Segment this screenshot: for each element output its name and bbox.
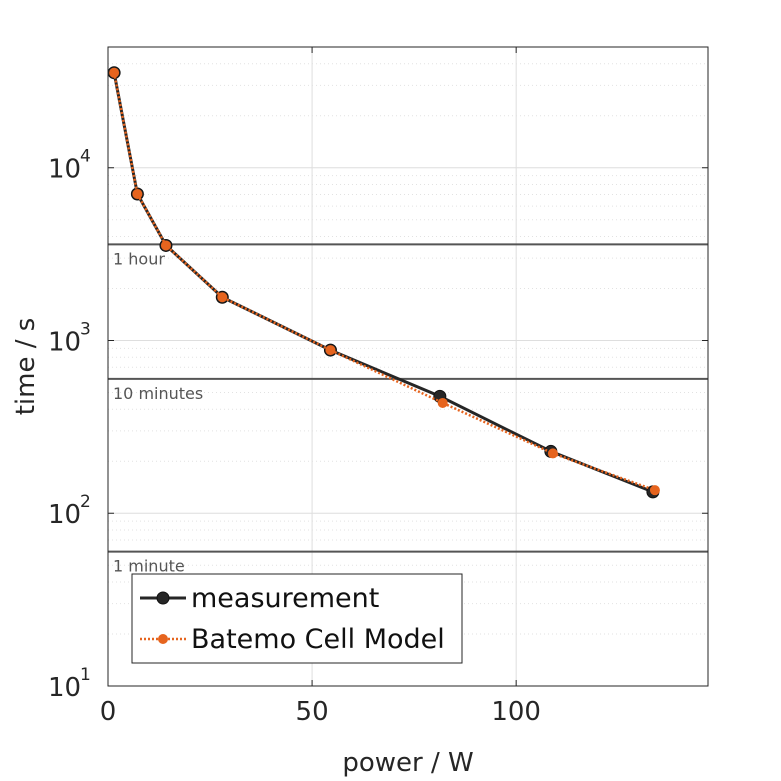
data-point-1-6 [547,448,558,459]
x-axis-label: power / W [342,748,473,778]
legend-label-measurement: measurement [191,583,379,614]
legend: measurement Batemo Cell Model [131,573,463,664]
series-line-1 [112,72,656,492]
y-tick-label: 10 [48,500,81,530]
series-line-0 [112,72,654,494]
y-tick-label-exponent: 1 [80,665,91,685]
x-ticks: 0 50 100 [100,47,541,727]
reference-line-label: 1 minute [113,557,185,576]
legend-marker-batemo [158,634,168,644]
y-tick-label-exponent: 3 [80,319,91,339]
series-layer [107,66,660,499]
x-tick-label: 50 [296,697,329,727]
y-tick-label: 10 [48,327,81,357]
legend-marker-measurement [156,591,170,605]
data-point-1-3 [217,292,228,303]
legend-label-batemo: Batemo Cell Model [191,624,445,655]
x-tick-label: 100 [491,697,541,727]
plot-frame [107,46,709,687]
legend-box [131,573,463,664]
y-tick-label-exponent: 4 [80,147,91,167]
y-tick-label-exponent: 2 [80,492,91,512]
y-tick-label: 10 [48,673,81,703]
y-tick-label: 10 [48,155,81,185]
reference-lines: 1 hour 10 minutes 1 minute [108,243,708,576]
data-point-1-7 [649,485,660,496]
data-point-1-0 [109,67,120,78]
x-tick-label: 0 [100,697,117,727]
data-point-1-2 [160,240,171,251]
y-axis-label: time / s [11,318,41,416]
reference-line-label: 10 minutes [113,384,203,403]
data-point-1-1 [132,188,143,199]
reference-line-label: 1 hour [113,249,165,268]
data-point-1-5 [437,397,448,408]
data-point-1-4 [325,345,336,356]
